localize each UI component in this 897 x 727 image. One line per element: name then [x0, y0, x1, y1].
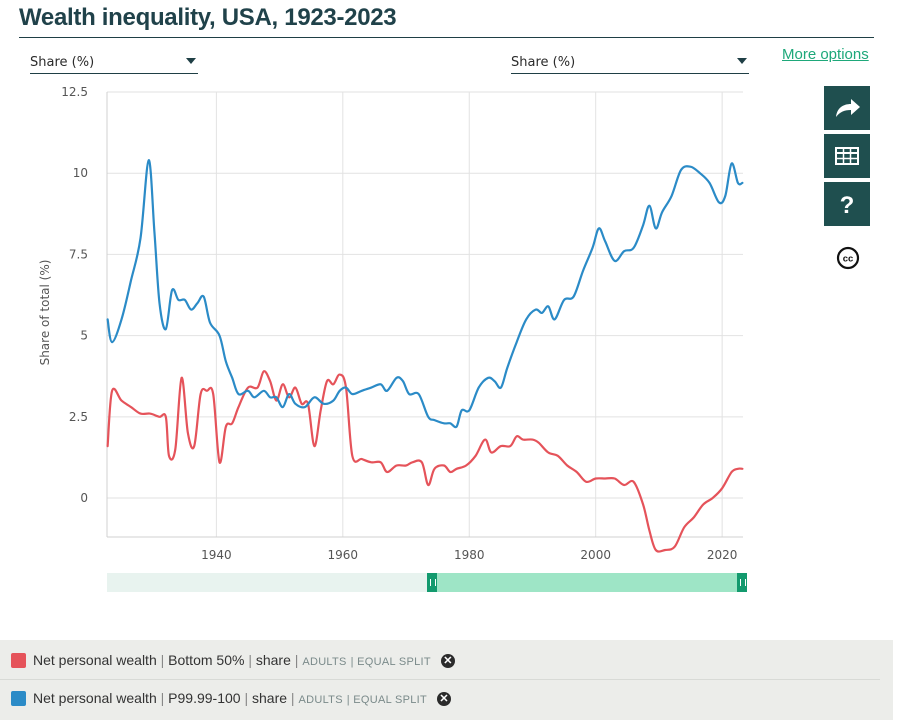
legend-swatch-bottom50 — [11, 653, 26, 668]
help-icon: ? — [840, 192, 855, 219]
line-chart: 0 2.5 5 7.5 10 12.5 1940 1960 1980 2000 2020 Share … — [38, 85, 744, 562]
y-tick-label: 10 — [73, 166, 88, 180]
legend-qualifier: ADULTS — [302, 656, 347, 668]
time-slider-start-handle[interactable] — [427, 573, 437, 592]
x-tick-label: 1960 — [328, 548, 359, 562]
legend-stat: share — [255, 652, 291, 668]
x-tick-label: 1980 — [454, 548, 485, 562]
remove-series-button[interactable]: ✕ — [440, 654, 455, 668]
y-tick-label: 7.5 — [69, 247, 88, 261]
page-title: Wealth inequality, USA, 1923-2023 — [19, 4, 397, 31]
left-axis-selector[interactable]: Share (%) — [30, 50, 198, 74]
more-options-link[interactable]: More options — [782, 46, 869, 63]
legend-entity: Net personal wealth — [33, 690, 157, 706]
share-icon — [836, 99, 860, 117]
chevron-down-icon — [737, 58, 747, 64]
table-icon — [835, 147, 859, 165]
svg-text:?: ? — [840, 192, 855, 219]
legend-stat: share — [252, 690, 288, 706]
right-axis-selector-label: Share (%) — [511, 55, 576, 70]
cc-icon[interactable]: cc — [836, 246, 860, 270]
legend-group: Bottom 50% — [168, 652, 245, 668]
title-divider — [19, 37, 874, 38]
remove-series-button[interactable]: ✕ — [436, 692, 451, 706]
time-slider-end-handle[interactable] — [737, 573, 747, 592]
y-tick-label: 2.5 — [69, 410, 88, 424]
legend-qualifier: EQUAL SPLIT — [353, 694, 428, 706]
x-tick-label: 2020 — [707, 548, 738, 562]
y-axis-label: Share of total (%) — [38, 260, 52, 366]
x-tick-label: 2000 — [580, 548, 611, 562]
legend-panel: Net personal wealth | Bottom 50% | share… — [0, 640, 893, 720]
y-tick-label: 5 — [80, 329, 88, 343]
legend-qualifier: EQUAL SPLIT — [357, 656, 431, 668]
legend-entity: Net personal wealth — [33, 652, 157, 668]
y-tick-label: 12.5 — [61, 85, 88, 99]
series-line-bottom-50[interactable] — [106, 370, 744, 553]
legend-swatch-top0.01 — [11, 691, 26, 706]
y-tick-label: 0 — [80, 491, 88, 505]
series-line-p99-99-100[interactable] — [106, 159, 744, 429]
left-axis-selector-label: Share (%) — [30, 55, 95, 70]
help-button[interactable]: ? — [824, 182, 870, 226]
chevron-down-icon — [186, 58, 196, 64]
x-tick-label: 1940 — [201, 548, 232, 562]
legend-divider — [0, 679, 880, 680]
legend-qualifier: ADULTS — [298, 694, 343, 706]
table-button[interactable] — [824, 134, 870, 178]
svg-text:cc: cc — [843, 254, 854, 265]
time-slider-selection[interactable] — [427, 573, 747, 592]
right-axis-selector[interactable]: Share (%) — [511, 50, 749, 74]
share-button[interactable] — [824, 86, 870, 130]
legend-group: P99.99-100 — [168, 690, 241, 706]
